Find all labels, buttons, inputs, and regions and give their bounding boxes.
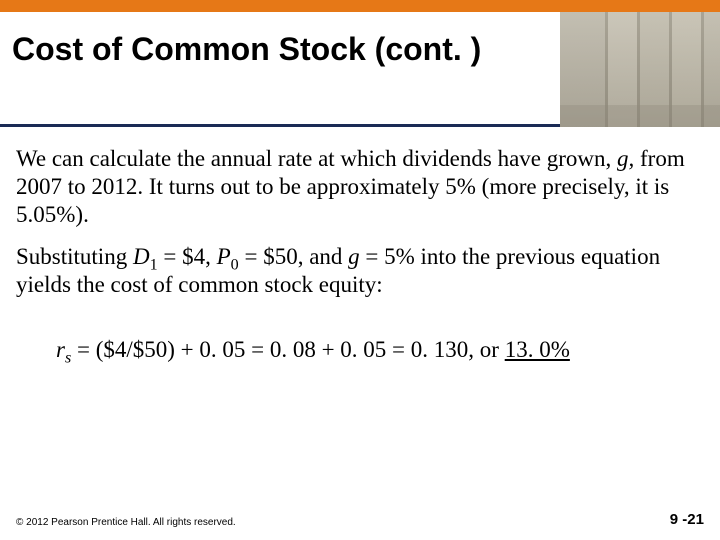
header: Cost of Common Stock (cont. ) (0, 12, 720, 127)
accent-bar (0, 0, 720, 12)
title-area: Cost of Common Stock (cont. ) (0, 12, 560, 127)
equation-body: = ($4/$50) + 0. 05 = 0. 08 + 0. 05 = 0. … (71, 337, 504, 362)
slide-title: Cost of Common Stock (cont. ) (12, 32, 550, 67)
variable-D: D (133, 244, 150, 269)
text: = $50, and (239, 244, 348, 269)
text: Substituting (16, 244, 133, 269)
variable-g: g, (617, 146, 634, 171)
text: We can calculate the annual rate at whic… (16, 146, 617, 171)
body: We can calculate the annual rate at whic… (0, 127, 720, 365)
text: = $4, (158, 244, 217, 269)
paragraph-1: We can calculate the annual rate at whic… (16, 145, 704, 229)
footer: © 2012 Pearson Prentice Hall. All rights… (16, 511, 704, 528)
variable-P: P (217, 244, 231, 269)
copyright: © 2012 Pearson Prentice Hall. All rights… (16, 517, 236, 528)
variable-g: g (348, 244, 360, 269)
paragraph-2: Substituting D1 = $4, P0 = $50, and g = … (16, 243, 704, 299)
equation: rs = ($4/$50) + 0. 05 = 0. 08 + 0. 05 = … (56, 335, 704, 365)
decorative-image (560, 12, 720, 127)
equation-result: 13. 0% (505, 337, 570, 362)
page-number: 9 -21 (670, 511, 704, 528)
variable-r: r (56, 337, 65, 362)
